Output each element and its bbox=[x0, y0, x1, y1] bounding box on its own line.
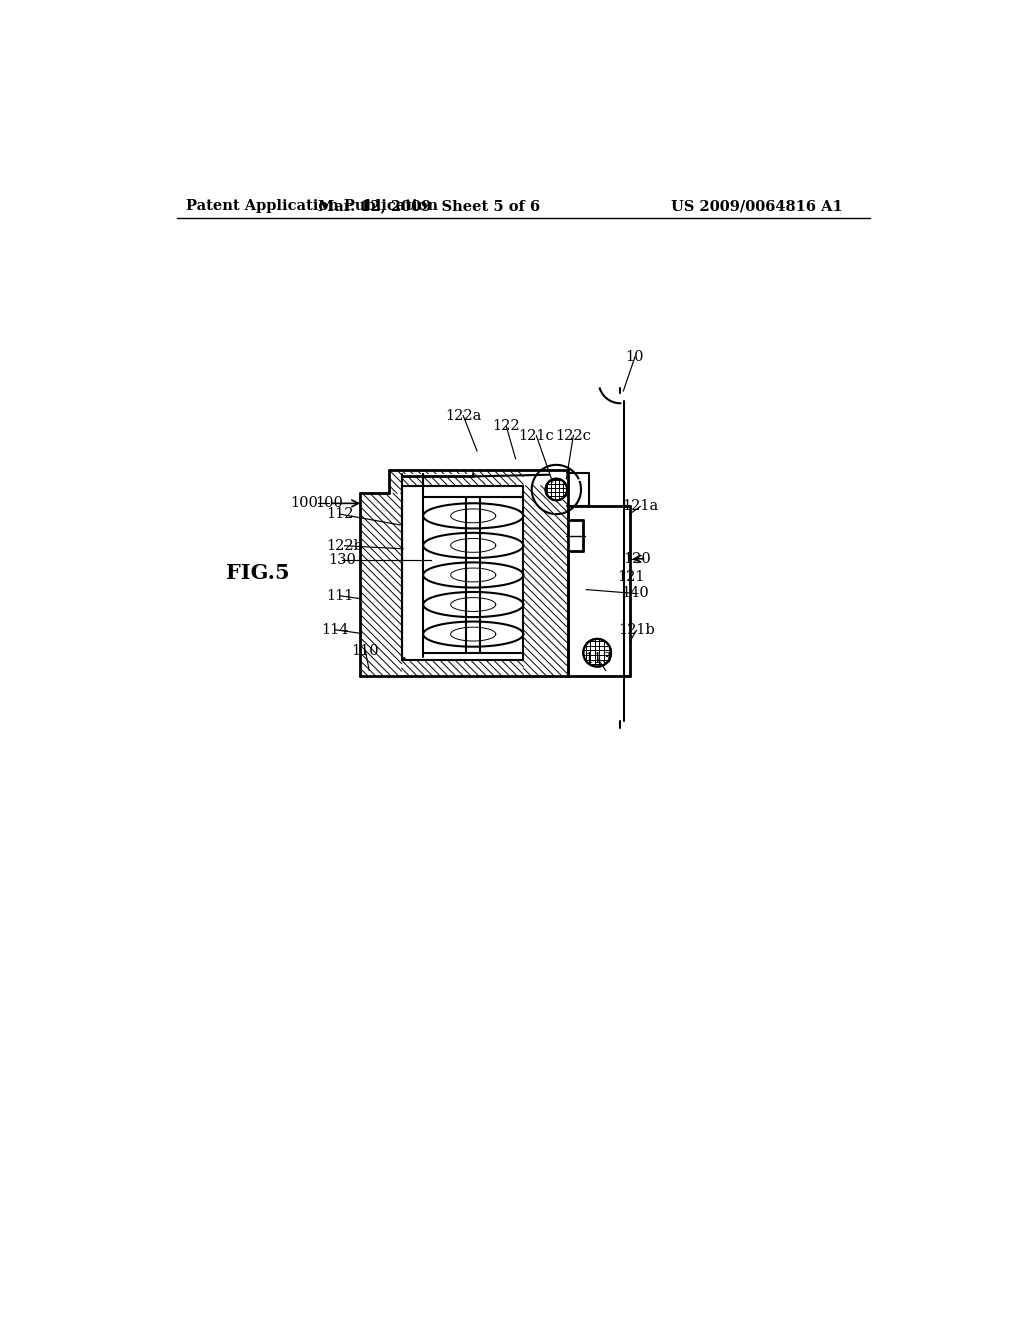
Text: 111: 111 bbox=[327, 589, 353, 603]
Text: 113: 113 bbox=[584, 652, 611, 665]
Polygon shape bbox=[423, 503, 523, 528]
Circle shape bbox=[546, 479, 567, 500]
Circle shape bbox=[584, 639, 611, 667]
Text: 10: 10 bbox=[626, 350, 644, 364]
Polygon shape bbox=[423, 591, 523, 618]
Text: 121b: 121b bbox=[618, 623, 654, 638]
Text: 114: 114 bbox=[321, 623, 348, 636]
Text: 121a: 121a bbox=[623, 499, 658, 513]
Polygon shape bbox=[423, 562, 523, 587]
Text: 130: 130 bbox=[329, 553, 356, 568]
Text: 140: 140 bbox=[621, 586, 649, 601]
Polygon shape bbox=[423, 533, 523, 558]
Text: 122c: 122c bbox=[555, 429, 591, 442]
Text: 110: 110 bbox=[351, 644, 379, 659]
Text: Patent Application Publication: Patent Application Publication bbox=[186, 199, 438, 213]
Text: 122b: 122b bbox=[327, 539, 364, 553]
Text: 122: 122 bbox=[493, 420, 520, 433]
Text: 121c: 121c bbox=[518, 429, 554, 442]
Text: 100: 100 bbox=[315, 496, 343, 511]
Text: 121: 121 bbox=[617, 569, 645, 583]
Bar bbox=[401, 474, 473, 477]
Text: 100: 100 bbox=[290, 496, 317, 511]
Text: 122a: 122a bbox=[445, 409, 481, 422]
Polygon shape bbox=[423, 622, 523, 647]
Text: FIG.5: FIG.5 bbox=[226, 562, 290, 582]
Text: US 2009/0064816 A1: US 2009/0064816 A1 bbox=[671, 199, 843, 213]
Text: 112: 112 bbox=[327, 507, 353, 521]
Text: 120: 120 bbox=[624, 552, 651, 566]
Text: Mar. 12, 2009  Sheet 5 of 6: Mar. 12, 2009 Sheet 5 of 6 bbox=[318, 199, 541, 213]
